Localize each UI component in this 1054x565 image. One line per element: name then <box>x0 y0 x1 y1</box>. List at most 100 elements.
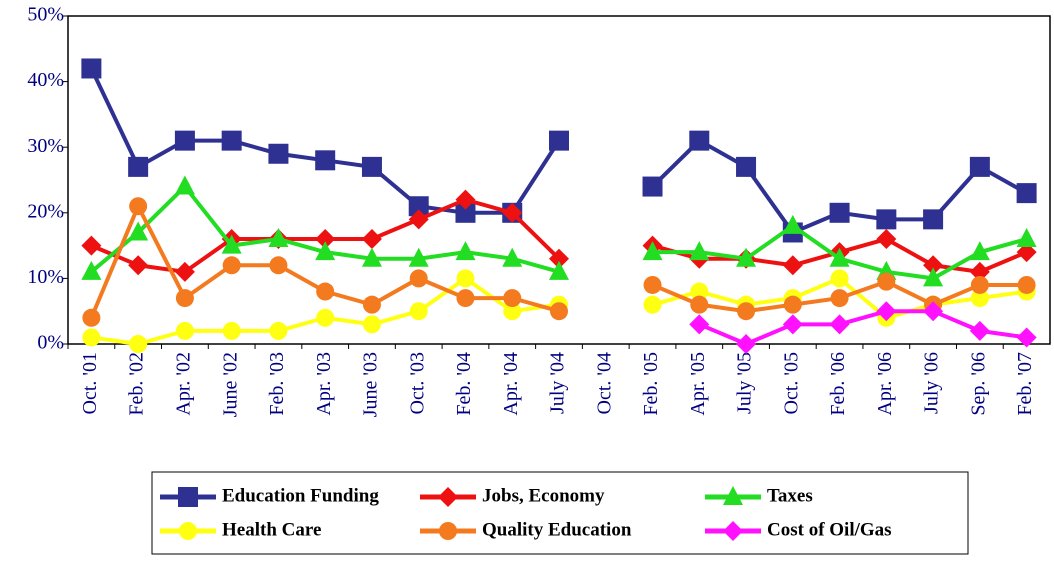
x-tick-label: Apr. '06 <box>874 352 896 416</box>
data-point <box>408 247 429 267</box>
data-point <box>315 150 336 171</box>
data-point <box>736 156 757 177</box>
data-point <box>830 269 849 288</box>
data-point <box>689 314 710 335</box>
data-point <box>268 143 289 164</box>
data-point <box>970 289 989 308</box>
data-point <box>503 302 522 321</box>
data-point <box>736 334 757 354</box>
data-point <box>549 248 569 269</box>
data-point <box>923 255 944 276</box>
x-tick-label: Feb. '06 <box>827 352 849 416</box>
data-point <box>81 235 102 256</box>
data-point <box>128 221 149 241</box>
y-tick-label: 20% <box>27 200 64 222</box>
data-point <box>969 156 990 177</box>
data-point <box>456 289 475 308</box>
data-point <box>269 321 288 340</box>
data-point <box>969 320 990 341</box>
data-point <box>830 289 849 308</box>
data-point <box>829 247 850 267</box>
x-tick-label: Feb. '03 <box>266 352 288 416</box>
plot-area <box>67 15 1051 345</box>
legend-marker <box>723 486 743 505</box>
data-point <box>549 130 569 151</box>
legend-marker <box>439 522 457 540</box>
x-tick-label: July '06 <box>921 352 943 414</box>
legend-marker <box>723 521 743 541</box>
data-point <box>1017 275 1036 294</box>
data-point <box>222 256 241 275</box>
x-tick-label: Oct. '01 <box>79 352 101 414</box>
data-point <box>970 275 989 294</box>
data-point <box>455 202 476 223</box>
legend-label: Health Care <box>222 519 321 540</box>
data-point <box>175 289 194 308</box>
series-line <box>698 309 1027 347</box>
data-point <box>783 295 802 314</box>
data-point <box>361 247 382 267</box>
data-point <box>782 255 803 276</box>
legend-marker <box>438 487 458 507</box>
y-tick-label: 0% <box>37 332 64 354</box>
data-point <box>174 130 195 151</box>
data-point <box>969 261 990 282</box>
x-tick-label: June '03 <box>360 352 382 417</box>
x-tick-label: Apr. '02 <box>172 352 194 416</box>
x-tick-label: Apr. '04 <box>500 352 522 416</box>
data-point <box>782 214 803 234</box>
data-point <box>128 156 149 177</box>
x-tick-label: Oct. '04 <box>593 352 615 414</box>
data-point <box>549 260 569 280</box>
data-point <box>362 295 381 314</box>
legend-label: Taxes <box>767 485 813 506</box>
data-point <box>129 197 148 216</box>
x-tick-label: Apr. '03 <box>313 352 335 416</box>
y-tick-label: 10% <box>27 266 64 288</box>
data-point <box>1016 242 1037 263</box>
data-point <box>174 261 195 282</box>
data-point <box>221 234 242 254</box>
legend-box <box>151 471 969 555</box>
data-point <box>408 196 429 217</box>
x-tick-label: Feb. '04 <box>453 352 475 416</box>
x-tick-label: July '04 <box>547 352 569 414</box>
data-point <box>550 302 568 321</box>
legend-label: Quality Education <box>482 519 632 540</box>
data-point <box>315 241 336 261</box>
data-point <box>1016 228 1037 248</box>
data-point <box>1016 327 1037 348</box>
x-tick-label: July '05 <box>734 352 756 414</box>
data-point <box>877 272 896 291</box>
data-point <box>923 301 944 322</box>
data-point <box>642 176 663 197</box>
data-point <box>221 130 242 151</box>
legend-label: Cost of Oil/Gas <box>767 519 892 540</box>
data-point <box>503 289 522 308</box>
data-point <box>128 255 149 276</box>
data-point <box>81 260 102 280</box>
y-tick-label: 40% <box>27 69 64 91</box>
data-point <box>690 295 709 314</box>
data-point <box>876 301 897 322</box>
legend-marker <box>179 522 197 540</box>
x-tick-label: Feb. '02 <box>126 352 148 416</box>
data-point <box>690 282 709 301</box>
data-point <box>316 282 335 301</box>
data-point <box>82 308 101 327</box>
x-tick-label: Oct. '03 <box>406 352 428 414</box>
data-point <box>969 241 990 261</box>
data-point <box>876 209 897 230</box>
data-point <box>923 209 944 230</box>
data-point <box>1016 183 1037 204</box>
data-point <box>361 156 382 177</box>
data-point <box>269 256 288 275</box>
data-point <box>643 275 662 294</box>
data-point <box>268 228 289 248</box>
y-tick-label: 50% <box>27 4 64 26</box>
data-point <box>175 321 194 340</box>
data-point <box>456 269 475 288</box>
data-point <box>689 241 710 261</box>
data-point <box>642 241 663 261</box>
